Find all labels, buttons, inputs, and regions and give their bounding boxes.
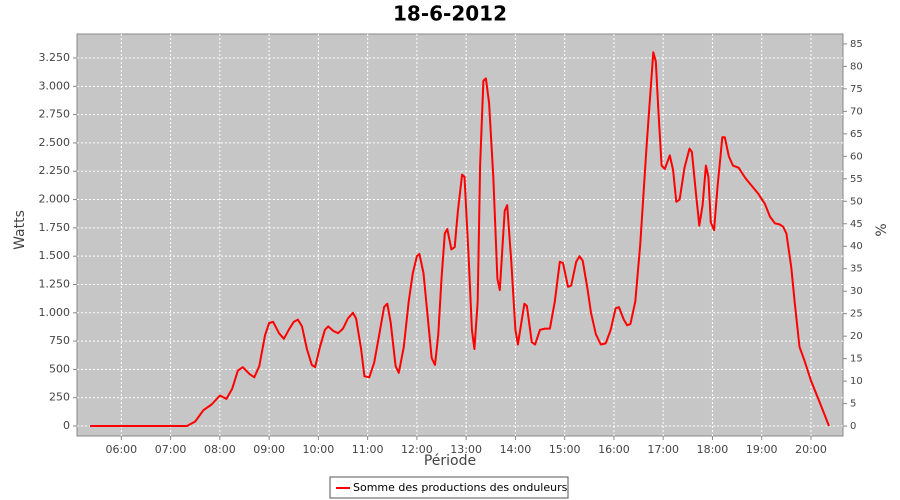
y-axis-label: Watts [12,210,28,250]
y-tick-label: 250 [49,391,70,404]
y2-tick-label: 30 [850,286,863,297]
x-tick-label: 08:00 [204,443,236,456]
x-tick-label: 13:00 [450,443,482,456]
y-tick-label: 1.500 [39,249,71,262]
chart-title: 18-6-2012 [393,2,507,26]
y-tick-label: 1.750 [39,221,71,234]
y-tick-label: 3.250 [39,51,71,64]
x-tick-label: 06:00 [105,443,137,456]
y-tick-label: 0 [63,419,70,432]
x-axis-label: Période [424,453,476,469]
x-tick-label: 18:00 [697,443,729,456]
x-tick-label: 14:00 [500,443,532,456]
y2-axis-label: % [874,223,890,236]
y2-tick-label: 0 [850,421,856,432]
y2-tick-label: 15 [850,354,863,365]
legend-box [329,476,569,499]
y2-tick-label: 25 [850,309,863,320]
x-tick-label: 19:00 [746,443,778,456]
x-tick-label: 16:00 [598,443,630,456]
x-tick-label: 17:00 [647,443,679,456]
x-tick-label: 09:00 [253,443,285,456]
x-tick-label: 20:00 [795,443,827,456]
y2-tick-label: 50 [850,196,863,207]
y2-tick-label: 10 [850,376,863,387]
y2-tick-label: 40 [850,241,863,252]
y2-tick-label: 75 [850,84,863,95]
x-tick-label: 11:00 [352,443,384,456]
y2-tick-label: 70 [850,106,863,117]
y2-tick-label: 45 [850,219,863,230]
y2-tick-label: 80 [850,61,863,72]
x-tick-label: 07:00 [155,443,187,456]
y2-tick-label: 55 [850,174,863,185]
plot-area [76,33,844,437]
x-tick-label: 10:00 [303,443,335,456]
y2-tick-label: 85 [850,39,863,50]
y-tick-label: 2.000 [39,193,71,206]
y2-tick-label: 60 [850,151,863,162]
y-tick-label: 3.000 [39,79,71,92]
y-tick-label: 2.750 [39,108,71,121]
y-tick-label: 750 [49,334,70,347]
y-tick-label: 1.250 [39,277,71,290]
y2-tick-label: 5 [850,399,856,410]
y2-tick-label: 20 [850,331,863,342]
y-tick-label: 500 [49,362,70,375]
y-tick-label: 2.250 [39,164,71,177]
x-tick-label: 12:00 [401,443,433,456]
y-tick-label: 1.000 [39,306,71,319]
legend: Somme des productions des onduleurs [329,476,569,499]
x-tick-label: 15:00 [549,443,581,456]
y-tick-label: 2.500 [39,136,71,149]
y2-tick-label: 35 [850,264,863,275]
legend-label: Somme des productions des onduleurs [353,481,568,494]
y2-tick-label: 65 [850,129,863,140]
line-series [90,51,830,427]
